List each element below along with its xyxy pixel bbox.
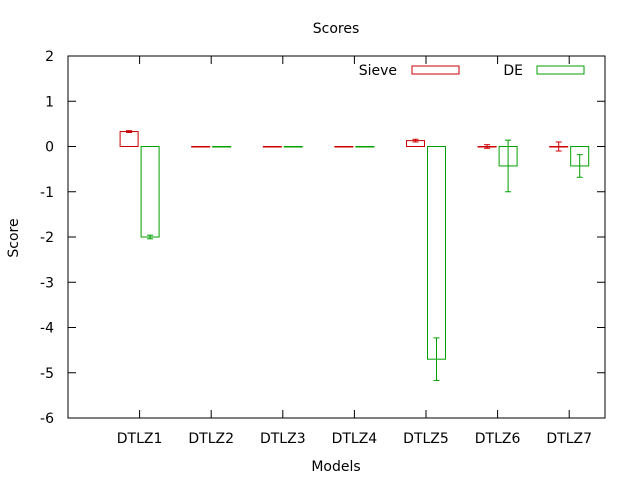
- y-axis-label: Score: [6, 218, 22, 257]
- chart-title: Scores: [313, 21, 360, 37]
- plot-frame: [67, 55, 606, 419]
- legend-swatch-sieve: [411, 65, 460, 75]
- y-tick-label: 0: [45, 140, 54, 156]
- bar-de-dtlz1: [140, 146, 160, 238]
- y-tick-label: 1: [45, 94, 54, 110]
- x-tick-label: DTLZ3: [260, 431, 306, 447]
- y-tick-label: -4: [40, 321, 54, 337]
- x-axis-label: Models: [311, 459, 360, 475]
- axis-ticks: -6 -5 -4 -3 -2 -1 0 1 2 DTLZ1 DTLZ2 DTLZ3 DTLZ4 DTLZ5…: [40, 49, 605, 447]
- bar-de-dtlz4: [355, 146, 375, 148]
- bar-sieve-dtlz2: [191, 146, 211, 148]
- legend-label-sieve: Sieve: [359, 63, 397, 79]
- y-tick-label: -6: [40, 411, 54, 427]
- x-tick-label: DTLZ5: [403, 431, 449, 447]
- y-tick-label: 2: [45, 49, 54, 65]
- y-tick-label: -5: [40, 366, 54, 382]
- y-tick-label: -3: [40, 275, 54, 291]
- bar-sieve-dtlz1: [119, 131, 139, 148]
- x-tick-label: DTLZ2: [188, 431, 234, 447]
- bar-de-dtlz5: [427, 146, 446, 360]
- y-tick-label: -1: [40, 185, 54, 201]
- legend-swatch-de: [536, 65, 585, 75]
- y-tick-label: -2: [40, 230, 54, 246]
- legend: Sieve DE: [359, 63, 585, 79]
- x-tick-label: DTLZ6: [475, 431, 521, 447]
- bar-sieve-dtlz4: [334, 146, 354, 148]
- bar-de-dtlz3: [283, 146, 303, 148]
- x-tick-label: DTLZ1: [117, 431, 163, 447]
- legend-label-de: DE: [503, 63, 523, 79]
- x-tick-label: DTLZ7: [546, 431, 592, 447]
- bar-sieve-dtlz3: [262, 146, 282, 148]
- x-tick-label: DTLZ4: [332, 431, 378, 447]
- bar-de-dtlz2: [212, 146, 232, 148]
- bar-marks: [119, 130, 590, 381]
